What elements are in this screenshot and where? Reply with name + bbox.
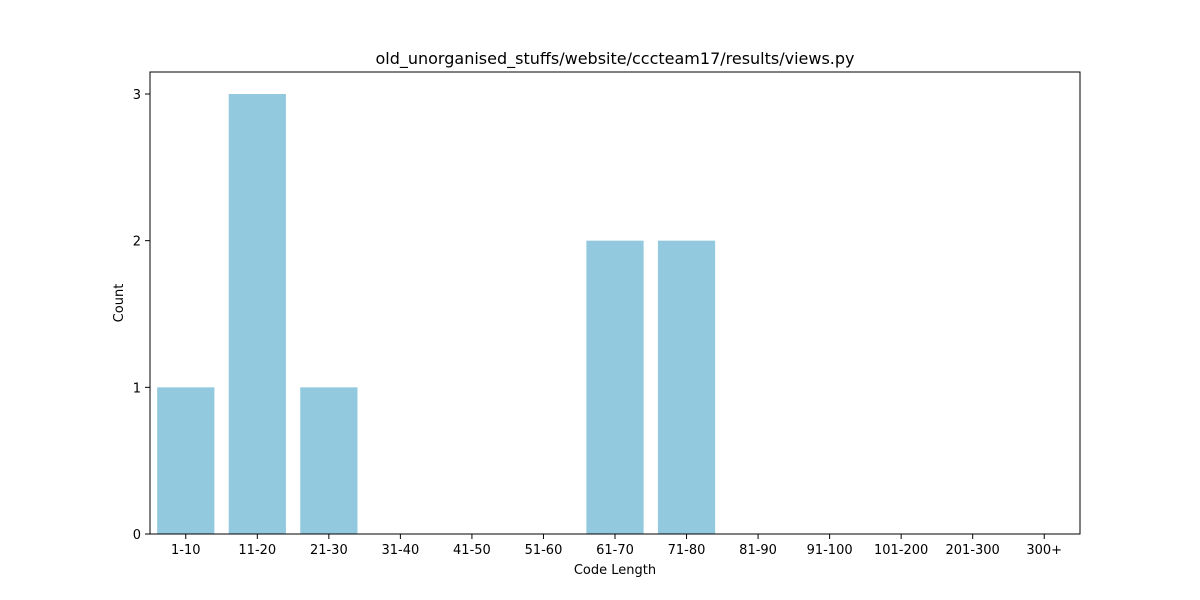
x-tick-label: 21-30: [310, 543, 348, 558]
bar-11-20: [228, 94, 286, 534]
x-tick-label: 41-50: [453, 543, 491, 558]
chart-title: old_unorganised_stuffs/website/cccteam17…: [375, 49, 854, 69]
x-tick-label: 81-90: [739, 543, 777, 558]
y-axis-label: Count: [112, 284, 127, 323]
x-tick-label: 101-200: [874, 543, 928, 558]
x-axis-label: Code Length: [574, 563, 656, 578]
x-tick-label: 61-70: [596, 543, 634, 558]
x-axis-ticks: 1-10 11-20 21-30 31-40 41-50 51-60 61-70 71-80 8…: [171, 534, 1062, 558]
x-tick-label: 300+: [1026, 543, 1062, 558]
bar-1-10: [157, 387, 215, 534]
x-tick-label: 31-40: [381, 543, 419, 558]
bar-61-70: [586, 240, 644, 534]
x-tick-label: 1-10: [171, 543, 201, 558]
bar-71-80: [657, 240, 716, 534]
y-tick-label: 0: [133, 528, 141, 543]
y-tick-label: 2: [133, 235, 141, 250]
x-tick-label: 71-80: [668, 543, 706, 558]
x-tick-label: 11-20: [238, 543, 276, 558]
bars-group: [157, 94, 716, 534]
x-tick-label: 201-300: [946, 543, 1000, 558]
y-tick-label: 3: [133, 88, 141, 103]
x-tick-label: 51-60: [525, 543, 563, 558]
y-axis-ticks: 0 1 2 3: [133, 88, 150, 543]
y-tick-label: 1: [133, 381, 141, 396]
x-tick-label: 91-100: [807, 543, 853, 558]
bar-21-30: [300, 387, 358, 534]
